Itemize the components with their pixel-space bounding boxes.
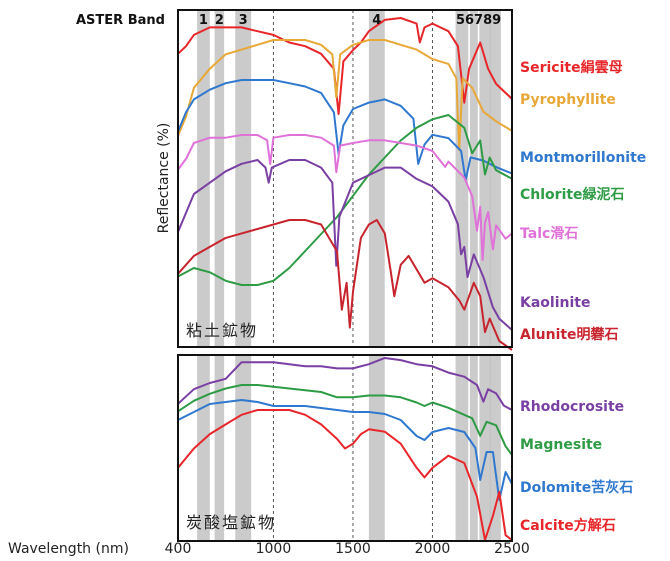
x-axis-tick-labels: 400 1000 1500 2000 2500 [165,541,530,557]
aster-band-header: ASTER Band [76,13,165,28]
aster-band-4 [368,355,385,541]
reference-wavelength-lines [272,10,433,541]
legend-label-clay-5: Kaolinite [520,295,590,311]
series-line-clay-6 [177,219,513,351]
legend-label-carbonate-1: Magnesite [520,437,602,453]
series-line-carbonate-1 [177,384,513,456]
aster-band-9 [489,355,501,541]
series-line-clay-3 [177,114,513,286]
x-tick-2000: 2000 [415,541,451,557]
band-label-2: 3 [239,13,248,28]
band-label-3: 4 [372,13,381,28]
legend-label-clay-6: Alunite明礬石 [520,326,619,343]
x-tick-1000: 1000 [256,541,292,557]
band-label-4: 56789 [456,13,501,28]
legend-label-clay-3: Chlorite緑泥石 [520,186,625,203]
x-tick-2500: 2500 [494,541,530,557]
aster-band-7 [469,355,478,541]
aster-band-9 [489,10,501,347]
legend-label-clay-2: Montmorillonite [520,150,646,166]
legend-label-carbonate-2: Dolomite苦灰石 [520,479,633,496]
legend-label-carbonate-0: Rhodocrosite [520,399,624,415]
series-legend: Sericite絹雲母 Pyrophyllite Montmorillonite Ch… [520,59,646,534]
aster-band-5 [455,355,462,541]
aster-band-1 [197,355,210,541]
spectrum-curves [177,17,513,541]
aster-band-5 [455,10,462,347]
aster-band-2 [214,355,225,541]
top-panel-label: 粘土鉱物 [186,321,258,340]
band-label-0: 1 [199,13,208,28]
aster-band-6 [461,355,469,541]
series-line-clay-4 [177,134,513,261]
legend-label-clay-1: Pyrophyllite [520,92,616,108]
aster-band-shading [197,10,501,541]
aster-band-7 [469,10,478,347]
aster-band-2 [214,10,225,347]
aster-band-8 [479,10,491,347]
y-axis-label: Reflectance (%) [156,123,172,234]
x-tick-400: 400 [165,541,192,557]
series-line-carbonate-0 [177,357,513,411]
aster-band-4 [368,10,385,347]
series-line-clay-2 [177,79,513,181]
bottom-panel-label: 炭酸塩鉱物 [186,513,276,532]
aster-band-8 [479,355,491,541]
x-tick-1500: 1500 [335,541,371,557]
legend-label-clay-0: Sericite絹雲母 [520,59,623,76]
series-line-clay-1 [177,39,513,151]
aster-band-3 [235,10,252,347]
series-line-clay-0 [177,17,513,115]
series-line-carbonate-2 [177,399,513,501]
series-line-carbonate-3 [177,409,513,541]
legend-label-clay-4: Talc滑石 [520,225,578,242]
series-line-clay-5 [177,159,513,331]
bottom-panel-frame [177,354,513,542]
legend-label-carbonate-3: Calcite方解石 [520,517,616,534]
aster-band-1 [197,10,210,347]
band-label-1: 2 [215,13,224,28]
top-panel-frame [177,9,513,348]
aster-band-number-labels: 1 2 3 4 56789 [199,13,501,28]
x-axis-label: Wavelength (nm) [8,541,129,557]
